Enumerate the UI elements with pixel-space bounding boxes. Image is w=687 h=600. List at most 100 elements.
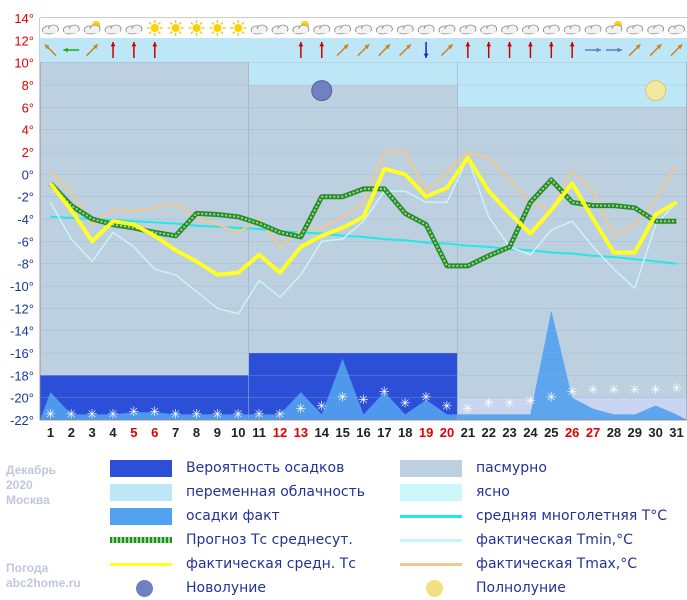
x-tick-label: 22 [481,425,495,440]
snow-marker: ✳ [546,391,557,406]
snow-marker: ✳ [650,383,661,398]
x-tick-label: 10 [231,425,245,440]
legend-label: Новолуние [186,580,267,596]
x-tick-label: 16 [356,425,370,440]
cloud-icon-base [356,29,371,33]
x-tick-label: 26 [565,425,579,440]
x-tick-label: 8 [193,425,200,440]
x-tick-label: 1 [47,425,54,440]
sun-icon [213,24,222,32]
sun-ray [190,31,194,35]
snow-marker: ✳ [379,385,390,400]
snow-marker: ✳ [462,402,473,417]
snow-marker: ✳ [149,405,160,420]
cloud-icon-base [648,29,663,33]
snow-marker: ✳ [275,407,286,422]
x-tick-label: 17 [377,425,391,440]
site-label: Погода abc2home.ru [6,561,81,591]
series-line [49,156,678,315]
y-tick-label: 2° [22,145,34,160]
sun-ray [220,21,224,25]
y-tick-label: -6° [17,234,34,249]
cloud-icon-base [377,29,392,33]
wind-arrow-head [528,42,533,47]
snow-marker: ✳ [504,396,515,411]
wind-arrow-head [635,44,641,50]
legend-label: Вероятность осадков [186,460,345,476]
precip-fact-area [40,310,687,420]
weather-icon-strip [40,18,687,38]
city-label: Москва [6,493,50,507]
x-tick-label: 20 [440,425,454,440]
sun-ray [157,21,161,25]
wind-arrow-head [677,44,683,50]
cloud-icon-base [252,29,267,33]
wind-arrow-head [548,42,554,47]
cloud-icon-base [419,29,434,33]
sun-ray [232,31,236,35]
snow-marker: ✳ [483,396,494,411]
legend-swatch [110,460,172,477]
site-line-1: Погода [6,561,49,575]
sun-ray [169,21,173,25]
cloud-icon-base [293,29,308,33]
legend-swatch [400,460,462,477]
sun-icon [171,24,180,32]
month-label: Декабрь 2020 Москва [6,463,56,508]
legend-swatch [426,580,443,597]
sun-ray [148,31,152,35]
y-tick-label: -14° [10,324,34,339]
cloud-icon-base [85,29,100,33]
cloud-icon-base [460,29,475,33]
y-tick-label: -18° [10,368,34,383]
x-tick-label: 5 [130,425,137,440]
legend-swatch [110,508,172,525]
legend-label: фактическая средн. Тс [186,556,356,572]
wind-arrow-head [385,44,390,50]
y-tick-label: -8° [17,257,34,272]
snow-marker: ✳ [170,407,181,422]
x-tick-label: 15 [335,425,349,440]
legend-swatch [136,580,153,597]
month-name: Декабрь [6,463,57,477]
wind-arrow-head [507,42,512,47]
legend-label: Прогноз Тс среднесут. [186,532,353,548]
y-tick-label: -12° [10,301,34,316]
y-tick-label: -10° [10,279,34,294]
cloud-icon-base [669,29,684,33]
series-line [50,215,677,265]
legend-label: осадки факт [186,508,280,524]
wind-arrow-head [465,42,471,47]
sun-ray [241,31,245,35]
wind-arrow-head [617,47,622,53]
wind-arrow-head [343,44,349,50]
snow-marker: ✳ [671,382,682,397]
snow-marker: ✳ [567,385,578,400]
x-tick-label: 28 [607,425,621,440]
sun-ray [199,31,203,35]
cloud-icon-base [314,29,329,33]
snow-marker: ✳ [442,400,453,415]
sun-ray [169,31,173,35]
cloud-icon-base [565,29,580,33]
wind-arrow-head [364,44,370,50]
sun-ray [232,21,236,25]
y-tick-label: 14° [14,11,34,26]
series-lines [48,151,678,315]
sun-ray [190,21,194,25]
sun-ray [178,21,182,25]
y-tick-label: 0° [22,167,34,182]
y-tick-label: 6° [22,100,34,115]
wind-arrow-head [423,53,429,58]
snow-marker: ✳ [400,396,411,411]
y-tick-label: -2° [17,190,34,205]
legend-swatch [400,515,462,518]
legend-label: переменная облачность [186,484,366,500]
snow-marker: ✳ [588,383,599,398]
x-tick-label: 19 [419,425,433,440]
snow-marker: ✳ [128,405,139,420]
wind-arrow-head [131,42,137,47]
cloud-icon-base [439,29,454,33]
legend-label: ясно [476,484,510,500]
